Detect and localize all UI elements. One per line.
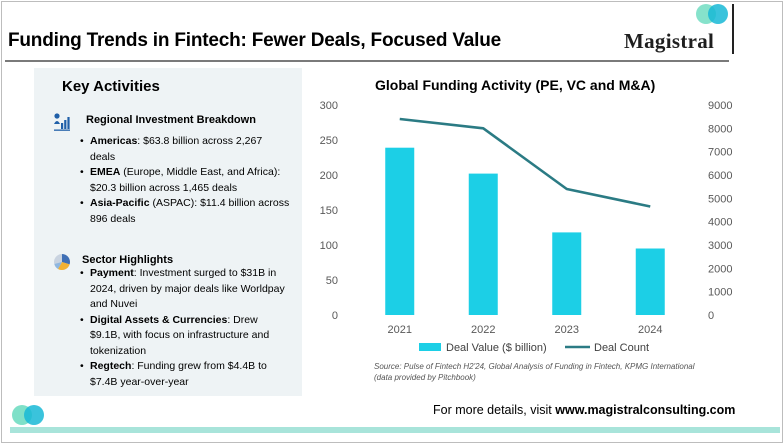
sector-section-heading: Sector Highlights bbox=[82, 254, 174, 266]
left-axis-tick-label: 200 bbox=[320, 170, 338, 182]
right-axis-tick-label: 8000 bbox=[708, 123, 732, 135]
regional-section-heading: Regional Investment Breakdown bbox=[86, 114, 256, 126]
footer-circle-teal-icon bbox=[24, 405, 44, 425]
list-item: Payment: Investment surged to $31B in 20… bbox=[80, 266, 290, 313]
chart-title: Global Funding Activity (PE, VC and M&A) bbox=[375, 77, 656, 93]
x-axis-tick-label: 2024 bbox=[638, 324, 662, 336]
x-axis-tick-label: 2023 bbox=[555, 324, 579, 336]
key-activities-panel: Key Activities Regional Investment Break… bbox=[34, 68, 302, 396]
right-axis-tick-label: 3000 bbox=[708, 240, 732, 252]
x-axis-tick-label: 2022 bbox=[471, 324, 495, 336]
legend-label-deal-value: Deal Value ($ billion) bbox=[446, 342, 547, 354]
right-axis-tick-label: 7000 bbox=[708, 147, 732, 159]
right-axis-tick-label: 6000 bbox=[708, 170, 732, 182]
left-axis-tick-label: 0 bbox=[332, 310, 338, 322]
funding-chart: 0501001502002503000100020003000400050006… bbox=[320, 100, 733, 354]
right-axis-tick-label: 4000 bbox=[708, 217, 732, 229]
list-item: Americas: $63.8 billion across 2,267 dea… bbox=[80, 134, 290, 165]
regional-list: Americas: $63.8 billion across 2,267 dea… bbox=[80, 134, 290, 227]
magistral-logo[interactable]: Magistral bbox=[620, 4, 740, 56]
logo-divider-bar bbox=[732, 4, 734, 54]
bar-2021 bbox=[385, 147, 415, 315]
list-item: EMEA (Europe, Middle East, and Africa): … bbox=[80, 165, 290, 196]
right-axis-tick-label: 5000 bbox=[708, 193, 732, 205]
left-axis-tick-label: 50 bbox=[326, 275, 338, 287]
right-axis-tick-label: 2000 bbox=[708, 263, 732, 275]
sector-list: Payment: Investment surged to $31B in 20… bbox=[80, 266, 290, 390]
footer-text: For more details, visit www.magistralcon… bbox=[433, 403, 736, 417]
left-axis-tick-label: 150 bbox=[320, 205, 338, 217]
deal-count-line bbox=[399, 117, 651, 208]
right-axis-tick-label: 9000 bbox=[708, 100, 732, 112]
left-axis-tick-label: 250 bbox=[320, 135, 338, 147]
right-axis-tick-label: 0 bbox=[708, 310, 714, 322]
bar-2022 bbox=[468, 173, 498, 315]
right-axis-tick-label: 1000 bbox=[708, 287, 732, 299]
bar-2023 bbox=[552, 232, 582, 315]
legend-swatch-deal-value bbox=[419, 343, 441, 351]
pie-chart-icon bbox=[54, 254, 70, 271]
footer-band bbox=[10, 427, 780, 433]
investment-chart-icon bbox=[54, 113, 70, 131]
logo-circle-teal-icon bbox=[708, 4, 728, 24]
key-activities-title: Key Activities bbox=[62, 78, 160, 95]
website-link[interactable]: www.magistralconsulting.com bbox=[555, 403, 736, 417]
x-axis-tick-label: 2021 bbox=[388, 324, 412, 336]
list-item: Regtech: Funding grew from $4.4B to $7.4… bbox=[80, 359, 290, 390]
logo-wordmark: Magistral bbox=[624, 29, 715, 53]
legend-label-deal-count: Deal Count bbox=[594, 342, 649, 354]
list-item: Asia-Pacific (ASPAC): $11.4 billion acro… bbox=[80, 196, 290, 227]
page-title: Funding Trends in Fintech: Fewer Deals, … bbox=[8, 30, 501, 51]
left-axis-tick-label: 300 bbox=[320, 100, 338, 112]
left-axis-tick-label: 100 bbox=[320, 240, 338, 252]
list-item: Digital Assets & Currencies: Drew $9.1B,… bbox=[80, 313, 290, 360]
source-note: Source: Pulse of Fintech H2'24, Global A… bbox=[374, 362, 695, 382]
title-divider bbox=[5, 60, 729, 62]
bar-2024 bbox=[635, 248, 665, 315]
